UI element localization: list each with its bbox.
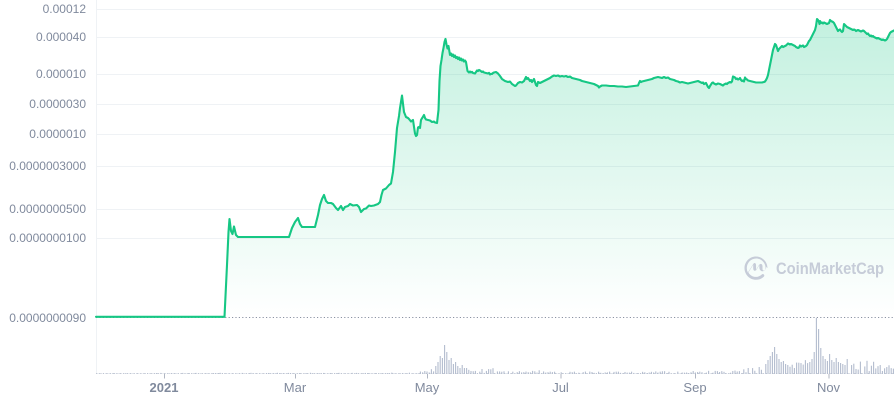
svg-text:Nov: Nov — [817, 380, 841, 395]
svg-text:0.00012: 0.00012 — [43, 2, 87, 16]
svg-text:0.0000000500: 0.0000000500 — [9, 202, 86, 216]
svg-text:0.0000000100: 0.0000000100 — [9, 231, 86, 245]
svg-text:CoinMarketCap: CoinMarketCap — [776, 260, 884, 278]
svg-text:May: May — [415, 380, 440, 395]
svg-text:0.0000010: 0.0000010 — [29, 127, 86, 141]
svg-text:Mar: Mar — [284, 380, 307, 395]
svg-text:0.0000000090: 0.0000000090 — [9, 311, 86, 325]
svg-text:0.0000030: 0.0000030 — [29, 97, 86, 111]
svg-text:0.000040: 0.000040 — [36, 30, 86, 44]
svg-text:0.000010: 0.000010 — [36, 67, 86, 81]
svg-text:Sep: Sep — [683, 380, 706, 395]
svg-text:0.0000003000: 0.0000003000 — [9, 159, 86, 173]
svg-text:2021: 2021 — [150, 380, 179, 395]
svg-text:Jul: Jul — [552, 380, 569, 395]
